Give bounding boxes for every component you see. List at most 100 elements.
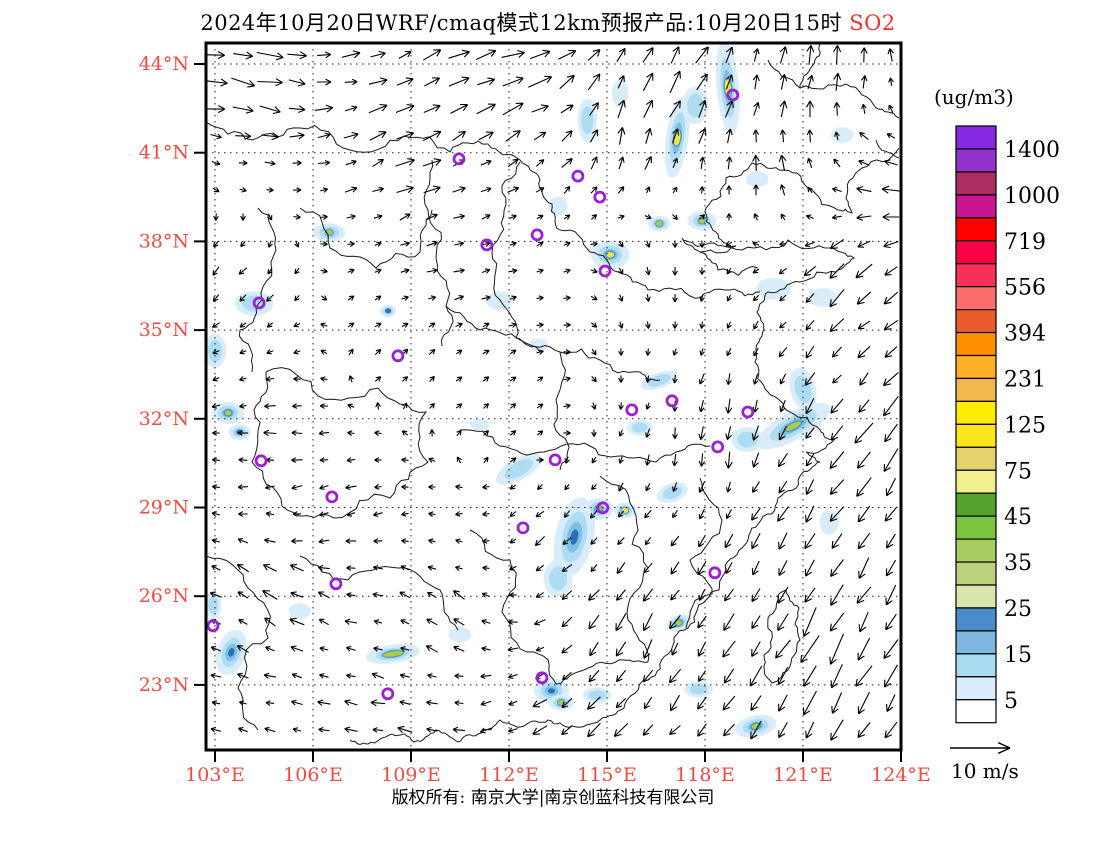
wind-arrow <box>590 241 598 247</box>
wind-arrow <box>858 611 869 633</box>
wind-arrow <box>287 51 307 60</box>
wind-arrow <box>267 267 273 275</box>
lon-label: 118°E <box>675 764 735 786</box>
wind-arrow <box>400 619 410 625</box>
wind-arrow <box>429 375 435 382</box>
wind-arrow <box>751 560 760 576</box>
wind-arrow <box>856 477 872 497</box>
wind-arrow <box>617 186 625 194</box>
wind-arrow <box>561 644 573 654</box>
wind-arrow <box>267 240 273 248</box>
wind-arrow <box>478 131 494 141</box>
wind-arrow <box>481 619 491 625</box>
wind-arrow <box>369 131 387 141</box>
wind-arrow <box>884 423 898 443</box>
wind-arrow <box>288 78 306 87</box>
pollution-patch <box>582 687 612 703</box>
lat-label: 23°N <box>139 674 189 696</box>
wind-arrow <box>724 100 734 118</box>
wind-arrow <box>262 563 277 572</box>
legend-band <box>955 538 997 563</box>
wind-arrow <box>618 375 624 383</box>
wind-arrow <box>589 102 599 116</box>
wind-arrow <box>264 403 276 410</box>
wind-arrow <box>616 47 626 62</box>
wind-arrow <box>671 453 678 467</box>
station-marker <box>596 501 610 515</box>
legend-tick-label: 556 <box>1004 276 1046 301</box>
wind-arrow <box>860 75 868 89</box>
wind-arrow <box>536 376 544 382</box>
wind-arrow <box>615 641 627 657</box>
wind-arrow <box>884 721 898 739</box>
wind-arrow <box>344 726 358 733</box>
wind-arrow <box>644 454 651 466</box>
wind-arrow <box>535 592 544 598</box>
wind-arrow <box>257 78 283 87</box>
wind-arrow <box>291 538 303 544</box>
wind-arrow <box>479 727 492 734</box>
wind-arrow <box>805 427 815 439</box>
wind-arrow <box>428 511 436 517</box>
wind-arrow <box>455 349 463 355</box>
boundary-guizhou-guangxi <box>299 555 459 631</box>
wind-arrow <box>509 214 517 220</box>
wind-arrow <box>726 213 732 221</box>
wind-arrow <box>428 348 436 356</box>
wind-arrow <box>753 48 760 62</box>
wind-arrow <box>833 72 842 91</box>
station-marker <box>452 152 466 166</box>
wind-arrow <box>211 457 220 463</box>
wind-arrow <box>348 348 354 356</box>
wind-arrow <box>751 425 760 441</box>
legend-band <box>955 309 997 334</box>
pollution-patch <box>591 240 630 269</box>
station-marker <box>530 228 544 242</box>
wind-arrow <box>618 482 624 492</box>
patch-halo <box>746 171 769 188</box>
wind-arrow <box>292 403 302 409</box>
wind-arrow <box>237 484 248 490</box>
wind-arrow <box>698 481 705 493</box>
wind-arrow <box>426 240 438 247</box>
wind-arrow <box>642 613 653 632</box>
wind-arrow <box>725 481 732 493</box>
wind-arrow <box>318 159 331 166</box>
lat-label: 38°N <box>139 230 189 252</box>
wind-arrow <box>699 321 705 329</box>
wind-arrow <box>885 477 896 497</box>
copyright-text: 版权所有: 南京大学|南京创蓝科技有限公司 <box>392 788 715 808</box>
boundary-sichuan-loop <box>251 367 429 519</box>
wind-arrow <box>669 615 681 630</box>
legend-band <box>955 171 997 196</box>
wind-arrow <box>480 159 492 166</box>
wind-arrow <box>857 532 871 550</box>
wind-arrow <box>829 451 845 470</box>
wind-arrow <box>669 70 681 94</box>
wind-arrow <box>587 589 600 601</box>
wind-arrow <box>373 511 383 517</box>
wind-arrow <box>501 49 525 58</box>
wind-arrow <box>644 509 652 519</box>
wind-arrow <box>699 186 705 194</box>
wind-arrow <box>347 403 355 409</box>
wind-arrow <box>884 506 898 522</box>
wind-arrow <box>697 696 707 710</box>
wind-arrow <box>448 49 470 59</box>
wind-arrow <box>829 318 845 333</box>
wind-arrow <box>726 185 732 195</box>
wind-arrow <box>240 213 246 221</box>
wind-arrow <box>561 158 573 168</box>
boundary-fujian-inland <box>685 477 723 629</box>
wind-arrow <box>425 645 438 653</box>
wind-arrow <box>427 565 437 571</box>
wind-arrow <box>833 102 841 116</box>
pollution-patch <box>448 626 472 643</box>
wind-arrow <box>888 104 894 114</box>
wind-arrow <box>832 374 842 384</box>
wind-arrow <box>264 160 276 167</box>
lon-label: 103°E <box>185 764 245 786</box>
wind-arrow <box>423 185 441 194</box>
lat-label: 44°N <box>139 53 189 75</box>
wind-arrow <box>645 482 651 492</box>
